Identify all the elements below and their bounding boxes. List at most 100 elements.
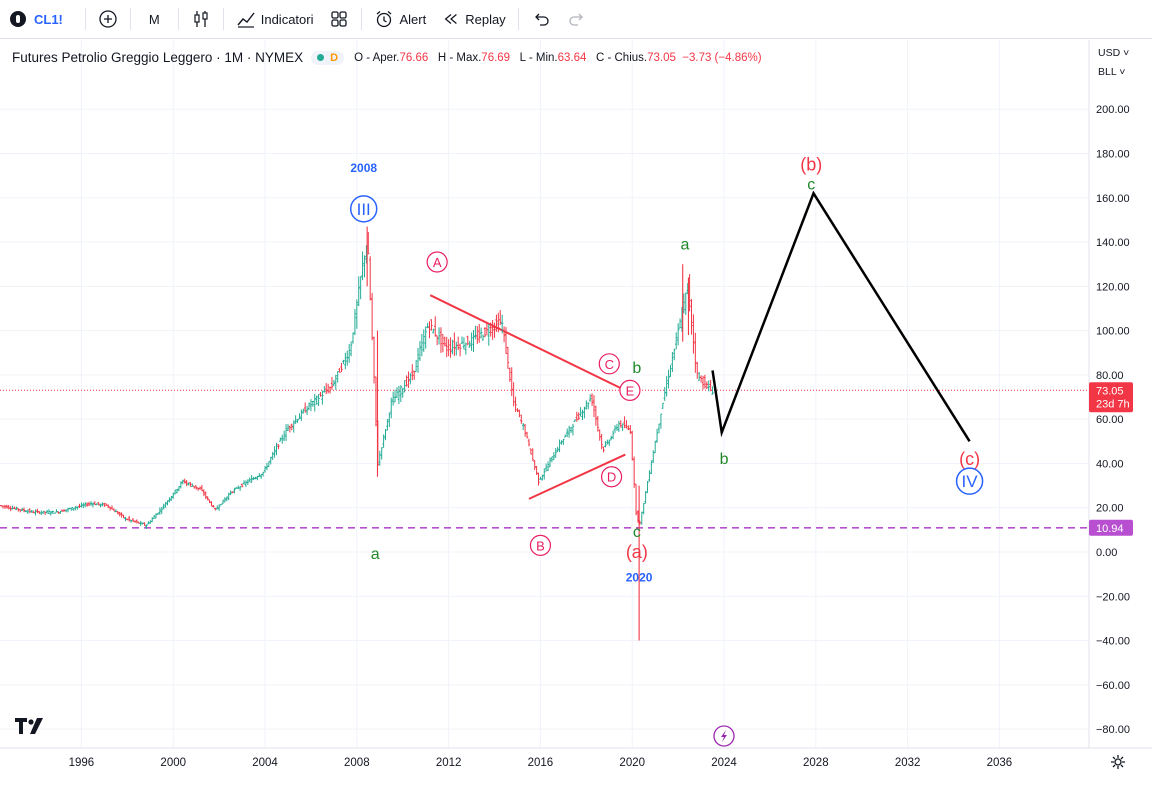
candles — [0, 226, 714, 641]
wave-label: (c) — [959, 449, 980, 469]
toolbar-divider — [129, 8, 131, 30]
wave-label: B — [536, 538, 545, 553]
redo-button[interactable] — [559, 0, 595, 38]
settings-gear-icon[interactable] — [1110, 754, 1126, 770]
time-tick-label: 2004 — [252, 757, 278, 769]
replay-label: Replay — [465, 11, 506, 27]
price-tick-label: 140.00 — [1096, 237, 1130, 249]
time-axis[interactable]: 1996 2000 2004 2008 2012 2016 2020 2024 2028 2032… — [69, 757, 1013, 769]
layouts-button[interactable] — [321, 0, 357, 38]
plus-circle-icon — [99, 10, 117, 28]
wave-circle — [598, 353, 620, 375]
ohlc-values: O - Aper.76.66 H - Max.76.69 L - Min.63.… — [354, 52, 761, 64]
replay-button[interactable]: Replay — [434, 0, 513, 38]
currency-selector[interactable]: USD ˅ — [1098, 47, 1129, 59]
projection-path — [711, 190, 971, 442]
wave-label: (b) — [800, 155, 822, 175]
last-price-tag — [1089, 382, 1133, 413]
price-tick-label: 40.00 — [1096, 458, 1124, 470]
close-label: C - Chius. — [595, 51, 648, 64]
close-value: 73.05 — [647, 51, 676, 64]
time-tick-label: 2028 — [803, 757, 829, 769]
low-label: L - Min. — [519, 51, 558, 64]
candles-icon — [194, 11, 208, 27]
unit-selector[interactable]: BLL ˅ — [1098, 66, 1125, 78]
price-tick-label: 120.00 — [1096, 281, 1130, 293]
tradingview-logo-icon — [10, 11, 26, 27]
tradingview-watermark-icon — [15, 718, 47, 734]
chevron-down-icon: ˅ — [1116, 66, 1126, 78]
time-tick-label: 2020 — [619, 757, 645, 769]
symbol-label: CL1! — [34, 11, 63, 27]
high-label: H - Max. — [437, 51, 482, 64]
price-tick-label: 80.00 — [1096, 370, 1124, 382]
high-value: 76.69 — [481, 51, 511, 64]
wave-label: III — [357, 200, 371, 219]
toolbar-divider — [361, 8, 363, 30]
line-price-value: 10.94 — [1096, 523, 1124, 535]
wave-label: C — [605, 357, 614, 372]
time-tick-label: 2008 — [344, 757, 370, 769]
horizontal-line — [0, 389, 1089, 529]
wave-label: a — [371, 546, 380, 563]
wave-label: b — [632, 360, 641, 377]
time-tick-label: 2000 — [160, 757, 186, 769]
alert-button[interactable]: Alert — [366, 0, 434, 38]
wave-label: (a) — [626, 542, 648, 562]
chart-grid — [0, 40, 1089, 748]
wave-label: c — [633, 524, 641, 541]
projection-line — [711, 190, 971, 442]
time-tick-label: 2016 — [528, 757, 554, 769]
price-tick-label: 180.00 — [1096, 148, 1130, 160]
price-tick-label: 200.00 — [1096, 104, 1130, 116]
top-toolbar: CL1! M Indicatori Alert Replay — [0, 0, 1152, 39]
symbol-search-button[interactable]: CL1! — [0, 0, 71, 38]
open-value: 76.66 — [399, 51, 429, 64]
price-tick-label: 100.00 — [1096, 326, 1130, 338]
price-tick-label: 20.00 — [1096, 503, 1124, 515]
wave-circle — [349, 195, 378, 223]
wave-label: 2008 — [350, 161, 377, 175]
wave-label: E — [626, 383, 635, 398]
price-tick-label: −60.00 — [1096, 680, 1130, 692]
chevron-down-icon: ˅ — [1120, 47, 1130, 59]
wave-circle — [955, 467, 984, 495]
wave-circle — [426, 251, 448, 273]
currency-label: USD — [1098, 47, 1121, 59]
toolbar-divider — [222, 8, 224, 30]
legend-title[interactable]: Futures Petrolio Greggio Leggero · 1M · … — [12, 50, 304, 65]
last-price-value: 73.05 — [1096, 385, 1124, 397]
price-tick-label: −20.00 — [1096, 591, 1130, 603]
chart-legend: Futures Petrolio Greggio Leggero · 1M · … — [12, 50, 762, 65]
time-tick-label: 2036 — [987, 757, 1013, 769]
undo-button[interactable] — [523, 0, 559, 38]
price-axis[interactable]: 200.00 180.00 160.00 140.00 120.00 100.00 80.0… — [1096, 104, 1130, 736]
price-tick-label: 0.00 — [1096, 547, 1117, 559]
wave-circle — [529, 534, 552, 556]
lightning-icon — [721, 730, 727, 742]
indicators-button[interactable]: Indicatori — [228, 0, 322, 38]
wave-label: IV — [962, 472, 979, 491]
interval-label: M — [148, 11, 160, 27]
unit-label: BLL — [1098, 66, 1117, 78]
low-value: 63.64 — [557, 51, 587, 64]
wave-label: 2020 — [626, 570, 653, 584]
redo-icon — [569, 13, 583, 26]
status-badge-label: D — [330, 51, 339, 64]
change-value: −3.73 (−4.86%) — [682, 51, 762, 64]
time-tick-label: 2032 — [895, 757, 921, 769]
price-tick-label: 60.00 — [1096, 414, 1124, 426]
triangle-line — [429, 294, 626, 392]
time-tick-label: 2024 — [711, 757, 737, 769]
grid-layout-icon — [331, 11, 348, 27]
alarm-clock-icon — [377, 11, 392, 28]
compare-symbol-button[interactable] — [90, 0, 126, 38]
alert-label: Alert — [399, 11, 427, 27]
wave-circle — [619, 379, 641, 401]
line-price-tag — [1089, 519, 1133, 536]
chart-type-button[interactable] — [183, 0, 219, 38]
status-dot-icon — [317, 54, 325, 61]
interval-button[interactable]: M — [135, 0, 174, 38]
